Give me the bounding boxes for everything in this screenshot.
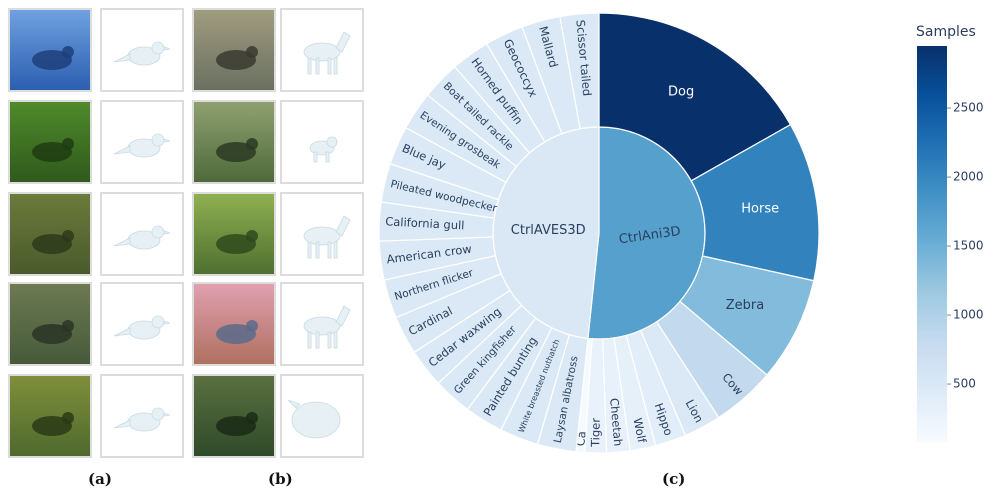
segment-dog	[598, 12, 792, 182]
cow-in-forest-photo	[192, 374, 276, 458]
colorbar-gradient	[917, 46, 947, 442]
bird-mesh	[100, 100, 184, 184]
horse-mesh	[280, 282, 364, 366]
cheetah-photo	[192, 8, 276, 92]
segment-label-tiger: Tiger	[588, 418, 602, 448]
colorbar-tick-1500: 1500	[953, 239, 984, 253]
colorbar-tick-2500: 2500	[953, 101, 984, 115]
colorbar-tick-500: 500	[953, 377, 976, 391]
segment-label-zebra: Zebra	[726, 298, 764, 313]
colorbar-tick-2000: 2000	[953, 170, 984, 184]
horse-mesh	[280, 8, 364, 92]
segment-scissor-tailed	[559, 12, 600, 130]
image-grid	[8, 8, 368, 460]
colorbar: 500 1000 1500 2000 2500	[917, 46, 984, 442]
segment-label-cheetah: Cheetah	[607, 397, 625, 446]
segment-label-dog: Dog	[668, 85, 694, 100]
colorbar-tick-1000: 1000	[953, 308, 984, 322]
bird-mesh	[100, 374, 184, 458]
blue-jay-photo	[8, 282, 92, 366]
red-cardinal-photo	[8, 100, 92, 184]
segment-label-horse: Horse	[741, 201, 779, 216]
colorbar-title: Samples	[916, 24, 976, 40]
sunburst-chart: CtrlAni3DDogHorseZebraCowLionHippoWolfCh…	[378, 12, 820, 454]
cow-mesh	[280, 374, 364, 458]
bird-mesh	[100, 282, 184, 366]
horse-mesh	[280, 192, 364, 276]
horse-on-field-photo	[192, 192, 276, 276]
dog-at-river-photo	[192, 100, 276, 184]
bird-mesh	[100, 192, 184, 276]
bird-in-flowers-photo	[8, 8, 92, 92]
black-bird-garden-photo	[8, 192, 92, 276]
panel-label-b: (b)	[268, 470, 293, 488]
bird-mesh	[100, 8, 184, 92]
segment-label-scissor-tailed: Scissor tailed	[573, 19, 594, 96]
zebra-station-photo	[192, 282, 276, 366]
panel-label-c: (c)	[662, 470, 686, 488]
dark-bird-on-post-photo	[8, 374, 92, 458]
segment-label-california-gull: California gull	[385, 214, 465, 232]
dog-mesh	[280, 100, 364, 184]
panel-label-a: (a)	[88, 470, 112, 488]
root-label-ctrlaves3d: CtrlAVES3D	[511, 223, 586, 238]
segment-label-wolf: Wolf	[630, 417, 649, 445]
